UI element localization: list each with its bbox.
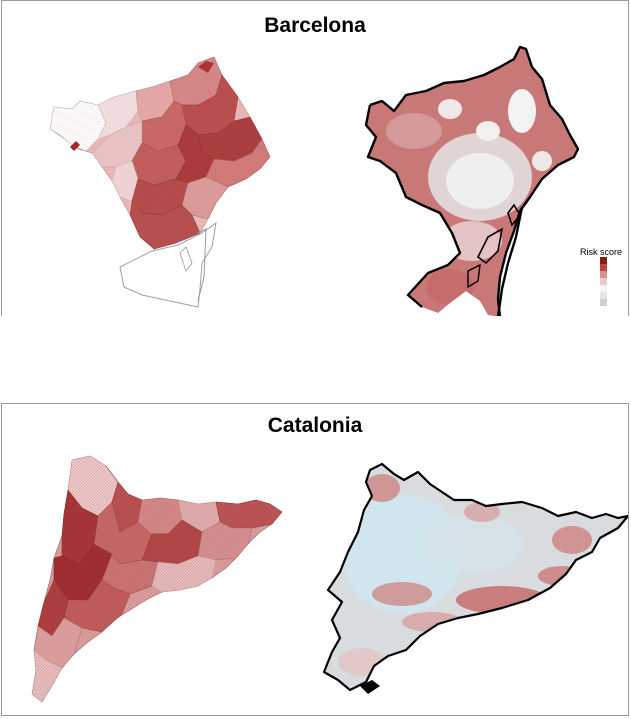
catalonia-choropleth xyxy=(31,455,283,703)
catalonia-title: Catalonia xyxy=(267,414,363,437)
barcelona-risk-surface xyxy=(364,45,580,316)
catalonia-maps xyxy=(31,455,628,703)
catalonia-panel: Catalonia xyxy=(1,403,629,716)
legend-title: Risk score xyxy=(580,247,623,257)
legend-swatch xyxy=(600,257,607,264)
barcelona-maps xyxy=(49,45,580,316)
legend-swatch xyxy=(600,292,607,299)
catalonia-risk-surface xyxy=(322,462,628,694)
legend-swatch xyxy=(600,271,607,278)
barcelona-panel: Barcelona xyxy=(1,0,629,316)
barcelona-title: Barcelona xyxy=(264,14,366,37)
legend-swatch xyxy=(600,264,607,271)
legend-swatch xyxy=(600,285,607,292)
legend-swatch xyxy=(600,299,607,306)
legend-swatch xyxy=(600,278,607,285)
barcelona-choropleth xyxy=(49,56,271,308)
